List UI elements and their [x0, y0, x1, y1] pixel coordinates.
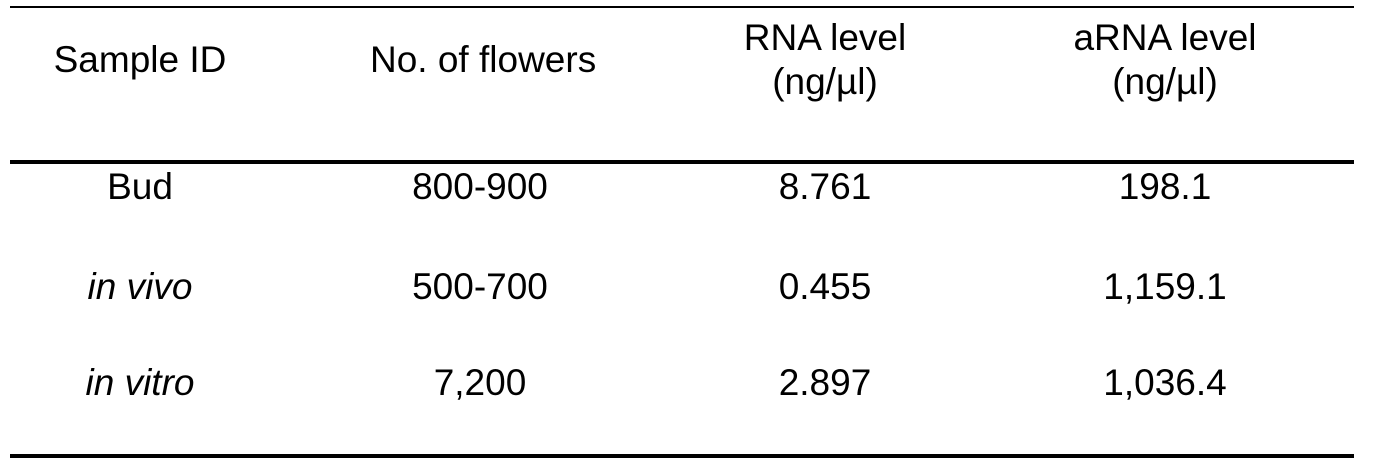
table-cell-arna: 198.1	[1118, 166, 1212, 207]
table-cell-arna: 1,159.1	[1103, 266, 1227, 307]
data-table: Sample ID No. of flowers RNA level (ng/µ…	[10, 0, 1354, 463]
header-arna-level-line2: (ng/µl)	[1112, 61, 1218, 102]
table-cell-flowers: 800-900	[412, 166, 548, 207]
table-cell-arna: 1,036.4	[1103, 362, 1227, 403]
table-cell-sample-id: Bud	[107, 166, 173, 207]
header-sample-id: Sample ID	[53, 39, 227, 80]
table-header-rule	[10, 160, 1354, 164]
header-arna-level: aRNA level (ng/µl)	[1060, 16, 1270, 104]
table-cell-flowers: 500-700	[412, 266, 548, 307]
table-cell-rna: 0.455	[778, 266, 872, 307]
table-bottom-rule	[10, 454, 1354, 458]
table-cell-sample-id: in vitro	[85, 362, 195, 403]
table-cell-sample-id: in vivo	[87, 266, 193, 307]
table-cell-rna: 2.897	[778, 362, 872, 403]
header-rna-level-line1: RNA level	[743, 17, 907, 58]
table-cell-flowers: 7,200	[433, 362, 527, 403]
table-cell-rna: 8.761	[778, 166, 872, 207]
header-no-of-flowers: No. of flowers	[370, 39, 597, 80]
header-rna-level: RNA level (ng/µl)	[720, 16, 930, 104]
table-top-rule	[10, 6, 1354, 8]
header-rna-level-line2: (ng/µl)	[772, 61, 878, 102]
header-arna-level-line1: aRNA level	[1073, 17, 1257, 58]
